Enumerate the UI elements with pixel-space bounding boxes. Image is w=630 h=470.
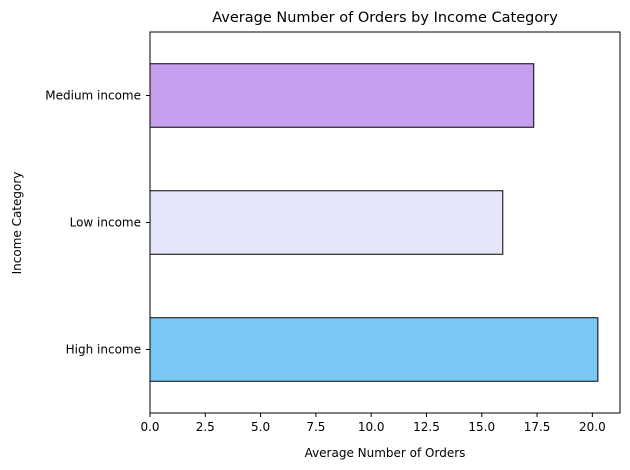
x-tick-label: 7.5 <box>306 420 325 434</box>
plot-frame <box>149 31 621 414</box>
x-tick-label: 10.0 <box>358 420 385 434</box>
x-tick-label: 2.5 <box>196 420 215 434</box>
bars-layer <box>149 63 599 382</box>
x-tick-label: 5.0 <box>251 420 270 434</box>
x-tick-label: 12.5 <box>413 420 440 434</box>
x-tick-label: 0.0 <box>140 420 159 434</box>
bar-high-income <box>149 317 599 382</box>
x-axis-label: Average Number of Orders <box>305 446 466 460</box>
bar-medium-income <box>149 63 535 128</box>
x-tick-label: 20.0 <box>579 420 606 434</box>
y-tick-label: High income <box>66 343 141 357</box>
bar-low-income <box>149 190 504 255</box>
ticks-layer: High income Low income Medium income 0.0 2.5… <box>45 89 605 435</box>
y-tick-label: Low income <box>70 216 141 230</box>
x-tick-label: 15.0 <box>468 420 495 434</box>
x-tick-label: 17.5 <box>524 420 551 434</box>
y-axis-label: Income Category <box>10 172 24 275</box>
y-tick-label: Medium income <box>45 89 141 103</box>
chart-title: Average Number of Orders by Income Categ… <box>212 10 558 26</box>
